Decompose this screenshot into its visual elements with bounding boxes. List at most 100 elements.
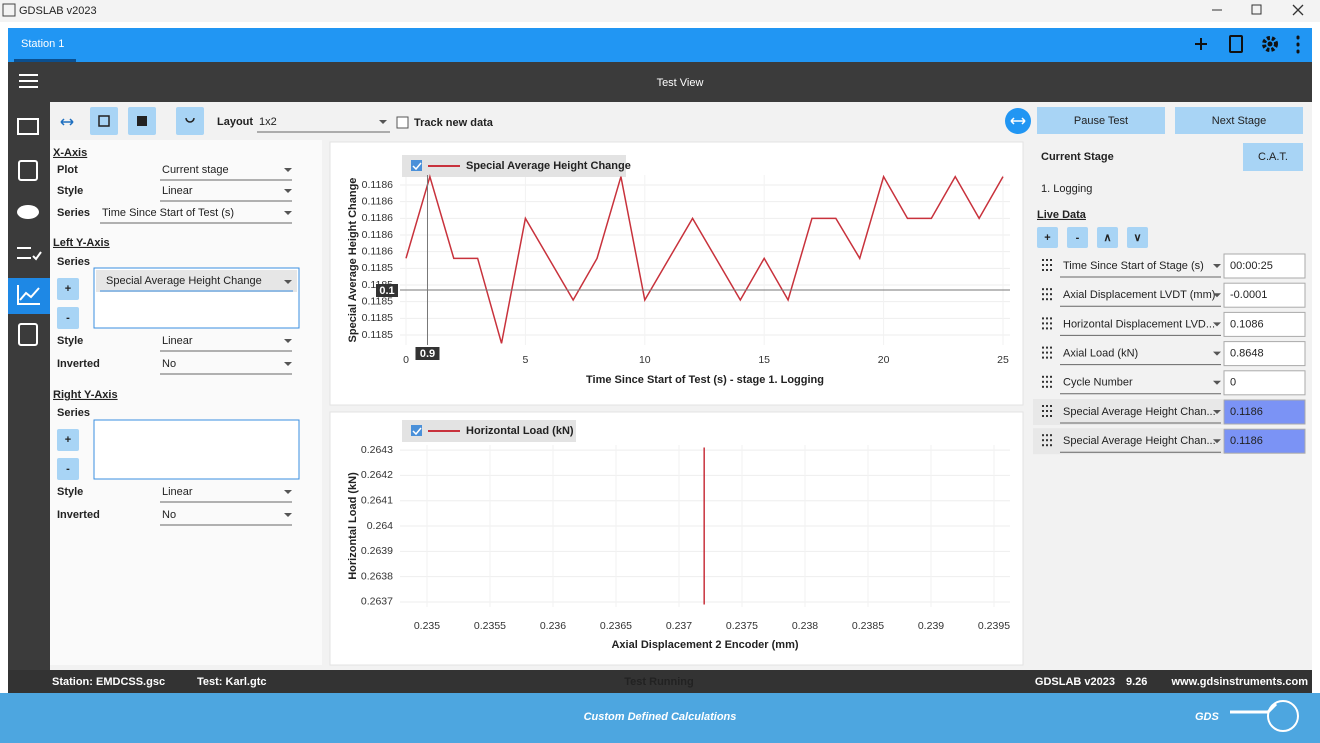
y-tick-label: 0.1186 bbox=[362, 195, 393, 207]
nav-tests[interactable] bbox=[17, 247, 42, 261]
live-data-name[interactable]: Special Average Height Chan... bbox=[1063, 435, 1216, 447]
layout-select[interactable]: 1x2 bbox=[259, 116, 277, 128]
drag-handle bbox=[1046, 434, 1048, 437]
live-data-name[interactable]: Cycle Number bbox=[1063, 377, 1133, 389]
chart-panel bbox=[329, 141, 1024, 406]
legend-checkbox[interactable] bbox=[411, 160, 422, 171]
remove-series-button[interactable] bbox=[57, 458, 79, 480]
live-data-name[interactable]: Axial Load (kN) bbox=[1063, 348, 1138, 360]
save-as-button[interactable] bbox=[90, 107, 118, 135]
drag-handle bbox=[1050, 415, 1052, 417]
settings-panel bbox=[50, 140, 322, 665]
drag-handle bbox=[1046, 298, 1048, 301]
refresh-button[interactable] bbox=[176, 107, 204, 135]
calculator-button[interactable] bbox=[1229, 35, 1243, 53]
field-select[interactable]: No bbox=[162, 358, 176, 370]
add-series-button[interactable] bbox=[57, 429, 79, 451]
field-select[interactable]: Time Since Start of Test (s) bbox=[102, 207, 234, 219]
nav-database[interactable] bbox=[17, 205, 39, 219]
track-label: Track new data bbox=[414, 117, 494, 129]
next-stage-button[interactable] bbox=[1175, 107, 1303, 134]
field-select[interactable]: Current stage bbox=[162, 164, 229, 176]
restore-button[interactable] bbox=[1251, 4, 1262, 15]
nav-save[interactable] bbox=[18, 160, 38, 181]
status-test: Test: Karl.gtc bbox=[197, 676, 266, 688]
drag-handle bbox=[1042, 322, 1044, 325]
live-data-name[interactable]: Axial Displacement LVDT (mm) bbox=[1063, 289, 1215, 301]
drag-handle bbox=[1042, 385, 1044, 388]
window-title: GDSLAB v2023 bbox=[19, 5, 97, 17]
drag-handle bbox=[1050, 356, 1052, 359]
swap-button[interactable] bbox=[60, 118, 74, 126]
add-series-button[interactable] bbox=[57, 278, 79, 300]
y-tick-label: 0.1185 bbox=[362, 312, 393, 324]
refresh-icon bbox=[185, 117, 195, 123]
legend-label: Horizontal Load (kN) bbox=[466, 425, 574, 437]
live-data-button[interactable] bbox=[1127, 227, 1148, 248]
selected-series[interactable] bbox=[96, 270, 297, 292]
drag-handle bbox=[1046, 356, 1048, 359]
field-select[interactable]: Linear bbox=[162, 335, 193, 347]
pause-button[interactable] bbox=[1037, 107, 1165, 134]
add-button[interactable] bbox=[1195, 38, 1207, 50]
cat-button[interactable] bbox=[1243, 143, 1303, 171]
live-data-name[interactable]: Horizontal Displacement LVD... bbox=[1063, 318, 1215, 330]
live-data-button[interactable] bbox=[1097, 227, 1118, 248]
live-data-button[interactable] bbox=[1067, 227, 1088, 248]
drag-handle bbox=[1046, 380, 1048, 383]
dropdown-arrow bbox=[1213, 439, 1221, 444]
cat-text: C.A.T. bbox=[1258, 151, 1288, 163]
title-bar bbox=[0, 0, 1320, 22]
x-tick-label: 0.237 bbox=[666, 620, 692, 632]
cursor-x-box bbox=[415, 347, 440, 360]
live-data-value-box bbox=[1223, 370, 1306, 396]
live-data-button-text: - bbox=[1076, 232, 1080, 244]
x-tick-label: 15 bbox=[758, 354, 770, 366]
drag-handle bbox=[1042, 415, 1044, 417]
station-tab[interactable]: Station 1 bbox=[21, 38, 64, 50]
x-tick-label: 0.238 bbox=[792, 620, 818, 632]
field-label: Inverted bbox=[57, 358, 100, 370]
drag-handle bbox=[1046, 269, 1048, 271]
remove-series-button[interactable] bbox=[57, 307, 79, 329]
legend-check bbox=[412, 162, 422, 171]
field-select[interactable]: No bbox=[162, 509, 176, 521]
y-tick-label: 0.2637 bbox=[361, 596, 393, 608]
tab-underline bbox=[14, 59, 76, 62]
dropdown-arrow bbox=[284, 168, 292, 172]
live-data-value-box bbox=[1223, 399, 1306, 425]
nav-station[interactable] bbox=[17, 118, 39, 135]
field-select[interactable]: Linear bbox=[162, 185, 193, 197]
field-label: Style bbox=[57, 185, 83, 197]
drag-handle bbox=[1042, 269, 1044, 271]
live-data-button[interactable] bbox=[1037, 227, 1058, 248]
live-data-name[interactable]: Time Since Start of Stage (s) bbox=[1063, 260, 1204, 272]
right-y-series-list[interactable] bbox=[93, 419, 300, 480]
nav-report[interactable] bbox=[18, 323, 38, 346]
series-item[interactable]: Special Average Height Change bbox=[106, 275, 262, 287]
view-title: Test View bbox=[657, 77, 704, 89]
dropdown-arrow bbox=[284, 362, 292, 366]
y-tick-label: 0.2638 bbox=[361, 570, 393, 582]
legend-check bbox=[412, 427, 422, 436]
close-button[interactable] bbox=[1292, 4, 1304, 16]
settings-button[interactable] bbox=[1262, 36, 1278, 52]
track-checkbox[interactable] bbox=[396, 116, 409, 129]
drag-handle bbox=[1050, 346, 1052, 349]
y-tick-label: 0.1185 bbox=[362, 295, 393, 307]
legend-checkbox[interactable] bbox=[411, 425, 422, 436]
drag-handle bbox=[1042, 346, 1044, 349]
banner-logo: GDS bbox=[1195, 711, 1220, 723]
field-select[interactable]: Linear bbox=[162, 486, 193, 498]
add-series-text: + bbox=[65, 283, 71, 295]
live-data-value: 0.8648 bbox=[1230, 348, 1264, 360]
y-axis-title: Horizontal Load (kN) bbox=[347, 472, 359, 580]
logo-globe bbox=[1267, 700, 1299, 732]
app-icon bbox=[2, 3, 16, 17]
drag-handle bbox=[1050, 259, 1052, 261]
save-as-icon bbox=[98, 115, 110, 127]
menu-button[interactable] bbox=[19, 74, 38, 88]
cursor-x-label: 0.9 bbox=[420, 348, 435, 360]
x-axis-title: Axial Displacement 2 Encoder (mm) bbox=[611, 639, 798, 651]
live-data-name[interactable]: Special Average Height Chan... bbox=[1063, 406, 1216, 418]
